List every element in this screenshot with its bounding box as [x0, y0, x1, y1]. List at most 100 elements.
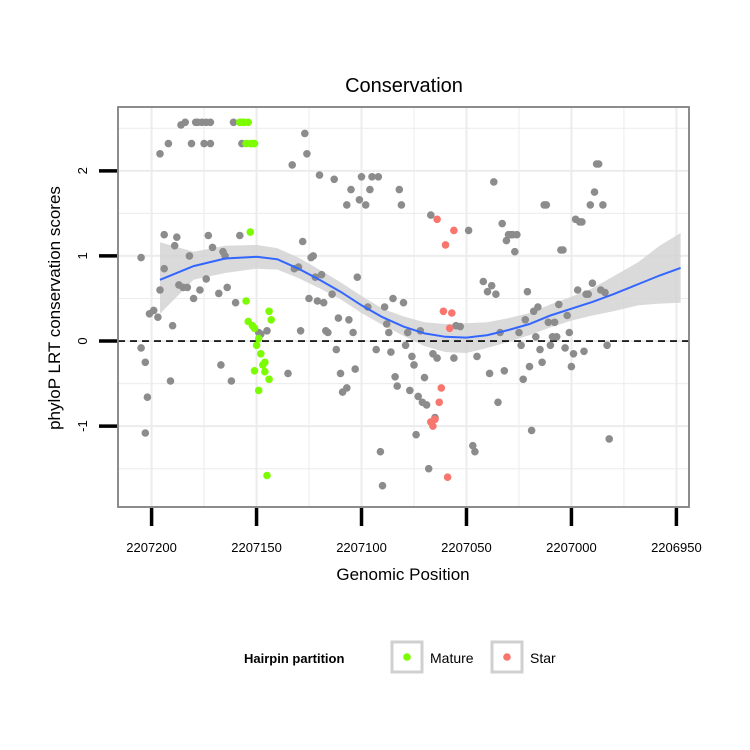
point-other: [456, 322, 465, 331]
point-other: [166, 377, 175, 385]
point-other: [414, 392, 423, 401]
point-other: [603, 341, 611, 350]
point-other: [368, 173, 376, 181]
point-other: [601, 288, 609, 297]
point-other: [500, 367, 509, 375]
point-other: [187, 139, 196, 148]
point-other: [567, 362, 576, 371]
point-other: [473, 352, 481, 361]
point-other: [296, 327, 305, 335]
point-other: [156, 150, 164, 158]
point-other: [149, 306, 158, 315]
point-other: [231, 298, 240, 307]
point-other: [351, 365, 360, 373]
point-other: [137, 344, 145, 352]
point-other: [355, 196, 364, 204]
point-mature: [265, 375, 273, 384]
x-tick-label: 2207000: [546, 540, 597, 555]
data-points: [137, 118, 613, 490]
point-star: [437, 384, 446, 392]
point-other: [573, 286, 582, 294]
point-other: [408, 352, 416, 361]
point-mature: [246, 228, 255, 236]
point-mature: [254, 334, 263, 343]
point-other: [525, 362, 534, 371]
point-other: [284, 369, 292, 378]
point-other: [345, 316, 353, 324]
point-other: [378, 481, 387, 490]
x-axis: 2207200 2207150 2207100 2207050 2207000 22069…: [126, 508, 702, 555]
point-other: [361, 201, 370, 209]
point-other: [160, 264, 168, 273]
point-mature: [261, 367, 269, 376]
point-mature: [257, 350, 265, 358]
point-other: [550, 318, 559, 327]
point-other: [208, 243, 217, 252]
point-other: [552, 333, 561, 341]
point-other: [523, 287, 532, 296]
point-other: [410, 361, 418, 369]
point-other: [181, 118, 189, 127]
point-other: [319, 298, 328, 307]
point-other: [263, 327, 271, 335]
point-other: [479, 277, 488, 286]
point-star: [435, 398, 444, 407]
point-other: [334, 314, 343, 322]
legend: Hairpin partition Mature Star: [244, 640, 556, 674]
smooth-line-layer: [159, 255, 681, 339]
point-other: [422, 401, 431, 409]
point-other: [559, 246, 567, 254]
point-other: [357, 173, 366, 181]
point-other: [519, 375, 527, 384]
point-other: [542, 201, 551, 209]
point-other: [483, 287, 492, 296]
point-other: [236, 231, 244, 240]
point-other: [578, 218, 586, 226]
point-other: [202, 275, 210, 283]
point-other: [387, 348, 395, 356]
x-axis-label: Genomic Position: [336, 565, 469, 584]
point-other: [487, 281, 496, 290]
y-axis-label: phyloP LRT conservation scores: [45, 186, 64, 430]
point-other: [399, 298, 408, 307]
point-other: [217, 361, 225, 369]
point-other: [397, 201, 406, 209]
point-other: [569, 350, 578, 358]
point-other: [420, 373, 429, 382]
point-other: [590, 188, 599, 196]
point-mature: [261, 358, 269, 367]
point-other: [515, 328, 523, 337]
legend-item-mature: Mature: [390, 640, 474, 674]
point-other: [143, 393, 152, 402]
x-tick-label: 2207050: [441, 540, 492, 555]
x-tick-label: 2207200: [126, 540, 177, 555]
point-mature: [250, 324, 259, 333]
point-other: [343, 384, 351, 392]
point-other: [544, 318, 553, 327]
point-other: [412, 430, 420, 439]
legend-label-mature: Mature: [430, 650, 474, 666]
point-other: [485, 369, 494, 378]
point-star: [441, 241, 450, 249]
point-other: [185, 252, 194, 260]
point-star: [433, 215, 441, 224]
point-star: [429, 422, 437, 430]
legend-label-star: Star: [530, 650, 556, 666]
point-other: [336, 369, 345, 378]
point-other: [315, 171, 324, 179]
point-other: [563, 311, 571, 320]
point-mature: [267, 316, 276, 324]
point-mature: [250, 367, 259, 375]
legend-dot-mature: [403, 653, 411, 661]
point-other: [173, 233, 181, 241]
point-other: [168, 321, 177, 330]
point-other: [183, 283, 192, 292]
legend-item-star: Star: [490, 640, 556, 674]
point-other: [555, 300, 563, 309]
point-other: [586, 201, 595, 209]
point-other: [494, 398, 502, 407]
point-other: [305, 294, 313, 303]
point-other: [164, 139, 173, 148]
point-other: [513, 230, 521, 239]
point-other: [301, 129, 309, 138]
